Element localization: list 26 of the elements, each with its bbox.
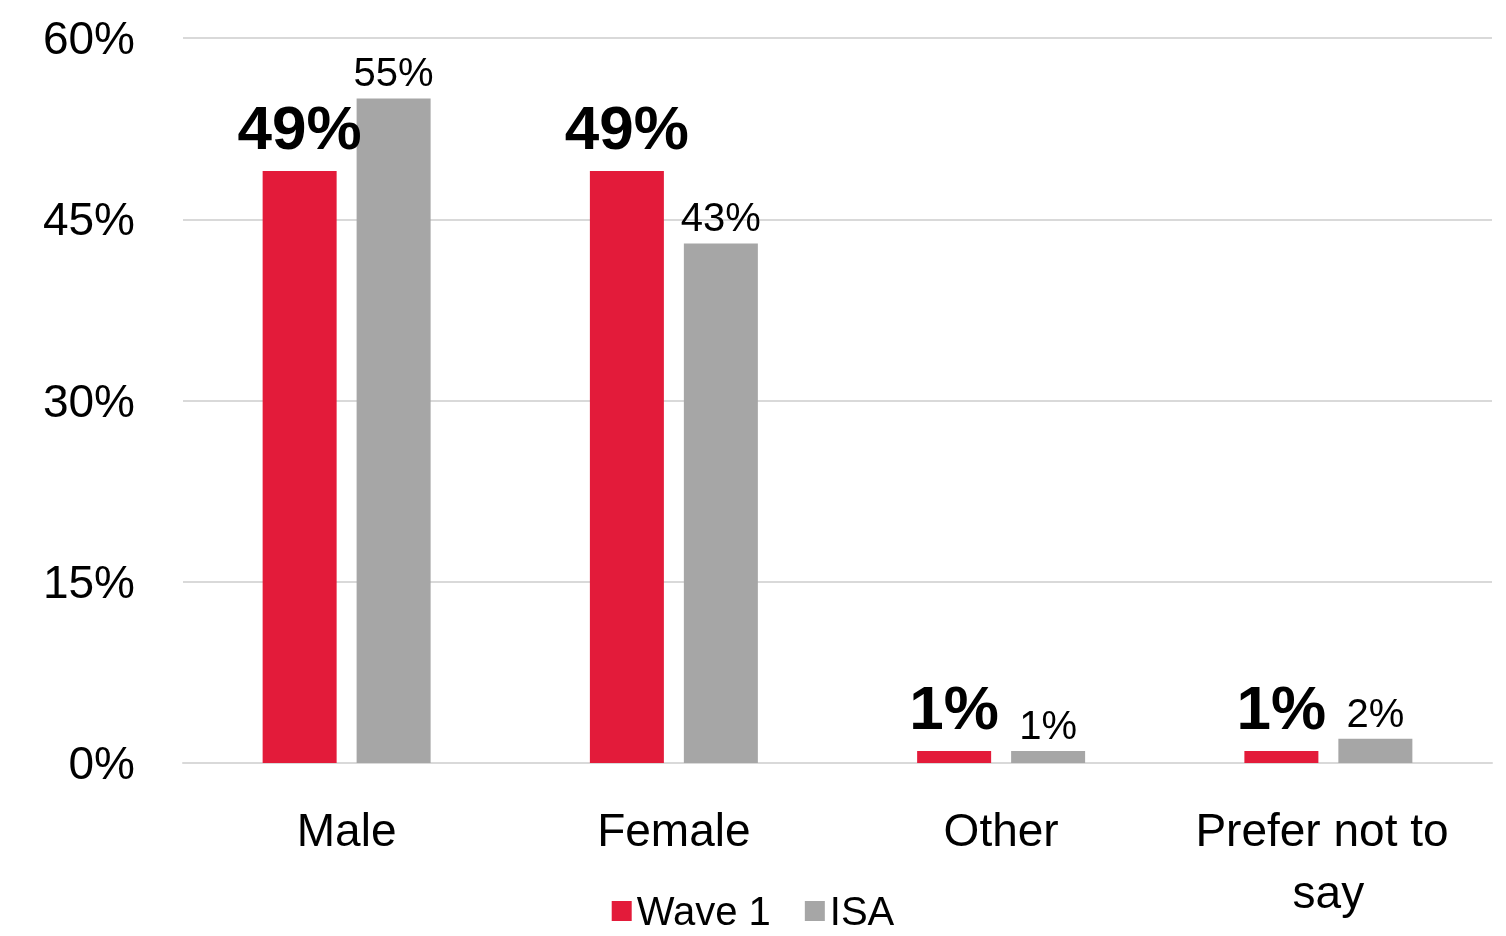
y-tick-label: 60% (42, 12, 135, 64)
data-label: 1% (1236, 673, 1327, 743)
legend-label: ISA (829, 889, 895, 933)
bar (1011, 750, 1086, 763)
data-label: 49% (564, 93, 689, 163)
x-tick-label: Female (597, 804, 751, 856)
bar (1338, 738, 1413, 763)
y-tick-label: 0% (68, 737, 135, 789)
bar (1244, 750, 1319, 763)
bar (589, 170, 664, 763)
legend-label: Wave 1 (636, 889, 771, 933)
data-label: 1% (1019, 702, 1078, 747)
bar (683, 243, 758, 763)
bar (262, 170, 337, 763)
data-label: 49% (237, 93, 362, 163)
y-tick-label: 15% (42, 555, 135, 608)
y-tick-label: 30% (42, 374, 135, 427)
data-label: 43% (680, 195, 761, 240)
bar (917, 750, 992, 763)
data-label: 55% (353, 50, 434, 95)
x-tick-label: Prefer not to say (1195, 804, 1462, 918)
y-tick-label: 45% (42, 193, 135, 246)
data-label: 1% (909, 673, 999, 743)
x-tick-label: Male (296, 804, 397, 856)
data-label: 2% (1346, 690, 1405, 735)
x-tick-label: Other (943, 804, 1059, 856)
